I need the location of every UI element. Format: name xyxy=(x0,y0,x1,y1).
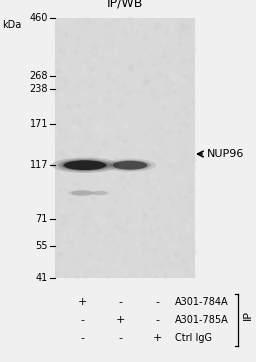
Text: NUP96: NUP96 xyxy=(207,149,244,159)
Bar xyxy=(60,18,104,278)
Text: 117: 117 xyxy=(29,160,48,170)
Text: IP/WB: IP/WB xyxy=(107,0,143,10)
Ellipse shape xyxy=(92,191,108,195)
FancyBboxPatch shape xyxy=(55,18,195,278)
Text: A301-784A: A301-784A xyxy=(175,297,229,307)
Text: A301-785A: A301-785A xyxy=(175,315,229,325)
Text: 238: 238 xyxy=(29,84,48,94)
Bar xyxy=(135,18,179,278)
Text: -: - xyxy=(155,297,159,307)
Ellipse shape xyxy=(109,160,151,171)
Ellipse shape xyxy=(58,159,112,172)
Text: kDa: kDa xyxy=(2,20,21,30)
Text: -: - xyxy=(80,315,84,325)
Ellipse shape xyxy=(112,161,147,170)
Ellipse shape xyxy=(104,159,156,172)
Text: -: - xyxy=(118,333,122,343)
Text: 268: 268 xyxy=(29,71,48,81)
Text: -: - xyxy=(118,297,122,307)
Text: 171: 171 xyxy=(29,119,48,130)
Text: IP: IP xyxy=(243,310,253,320)
Text: 55: 55 xyxy=(36,241,48,252)
Ellipse shape xyxy=(62,160,108,171)
Text: +: + xyxy=(152,333,162,343)
Bar xyxy=(98,18,142,278)
Ellipse shape xyxy=(91,191,109,195)
Ellipse shape xyxy=(71,190,93,195)
Ellipse shape xyxy=(51,157,119,173)
Text: +: + xyxy=(77,297,87,307)
Text: Ctrl IgG: Ctrl IgG xyxy=(175,333,212,343)
Text: -: - xyxy=(155,315,159,325)
Text: 41: 41 xyxy=(36,273,48,283)
Ellipse shape xyxy=(64,160,106,170)
Text: 71: 71 xyxy=(36,214,48,224)
Text: -: - xyxy=(80,333,84,343)
Text: +: + xyxy=(115,315,125,325)
Ellipse shape xyxy=(68,190,96,196)
Text: 460: 460 xyxy=(30,13,48,23)
